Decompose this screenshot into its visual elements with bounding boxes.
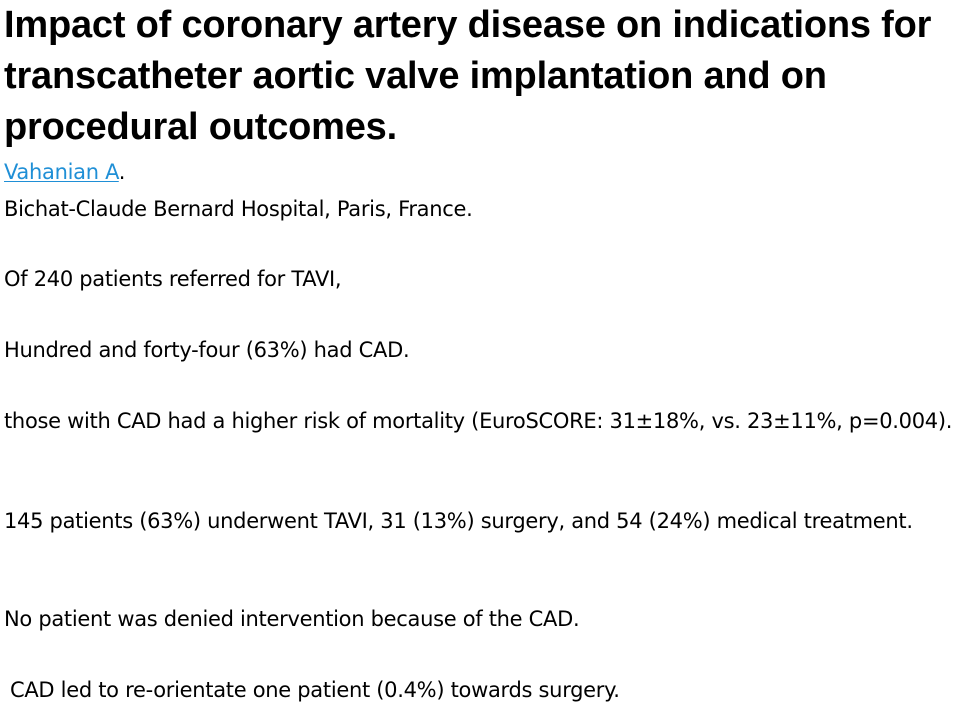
finding-denied: No patient was denied intervention becau…	[4, 607, 580, 631]
institution: Bichat-Claude Bernard Hospital, Paris, F…	[4, 197, 473, 221]
author-suffix: .	[118, 160, 126, 184]
author-line: Vahanian A.	[4, 157, 954, 187]
slide-title: Impact of coronary artery disease on ind…	[4, 4, 932, 148]
finding-reorientate: CAD led to re-orientate one patient (0.4…	[10, 678, 620, 702]
finding-treatment: 145 patients (63%) underwent TAVI, 31 (1…	[4, 509, 913, 533]
author-link[interactable]: Vahanian A	[4, 160, 119, 184]
finding-mortality: those with CAD had a higher risk of mort…	[4, 409, 953, 433]
finding-referred: Of 240 patients referred for TAVI,	[4, 267, 342, 291]
finding-cad: Hundred and forty-four (63%) had CAD.	[4, 338, 410, 362]
